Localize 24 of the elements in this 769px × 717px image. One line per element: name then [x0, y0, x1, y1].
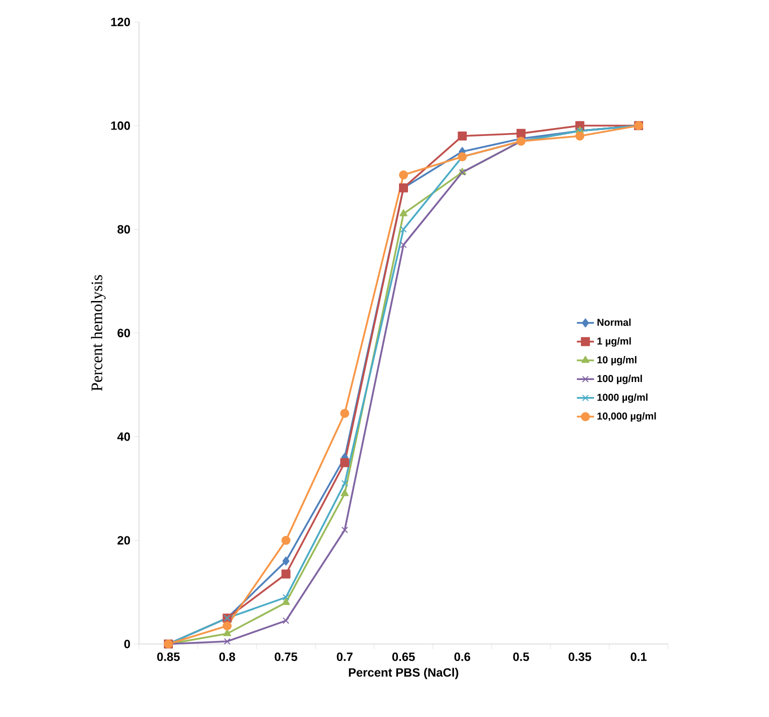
legend-label: 1 µg/ml — [597, 337, 631, 347]
x-tick-label: 0.35 — [568, 652, 592, 662]
y-tick-label: 100 — [111, 121, 130, 130]
legend-label: 100 µg/ml — [597, 374, 642, 384]
x-tick-label: 0.65 — [392, 652, 415, 662]
x-tick-label: 0.85 — [157, 652, 180, 662]
y-tick-label: 40 — [117, 432, 130, 441]
y-tick-label: 120 — [111, 18, 130, 26]
y-axis-title: Percent hemolysis — [91, 275, 106, 391]
x-axis-title: Percent PBS (NaCl) — [348, 668, 458, 680]
legend-label: Normal — [598, 318, 631, 326]
y-tick-label: 0 — [124, 640, 130, 648]
y-tick-label: 20 — [118, 536, 130, 545]
y-tick-label: 80 — [118, 225, 130, 234]
y-tick-label: 60 — [118, 328, 130, 338]
x-tick-label: 0.5 — [513, 652, 530, 662]
x-tick-label: 0.8 — [219, 652, 236, 662]
x-tick-label: 0.6 — [454, 652, 470, 662]
x-tick-label: 0.75 — [274, 652, 298, 662]
legend-label: 10 µg/ml — [597, 356, 636, 366]
x-tick-label: 0.7 — [336, 652, 353, 662]
legend-label: 1000 µg/ml — [597, 394, 648, 403]
legend-label: 10,000 µg/ml — [597, 412, 656, 422]
x-tick-label: 0.1 — [630, 652, 647, 662]
